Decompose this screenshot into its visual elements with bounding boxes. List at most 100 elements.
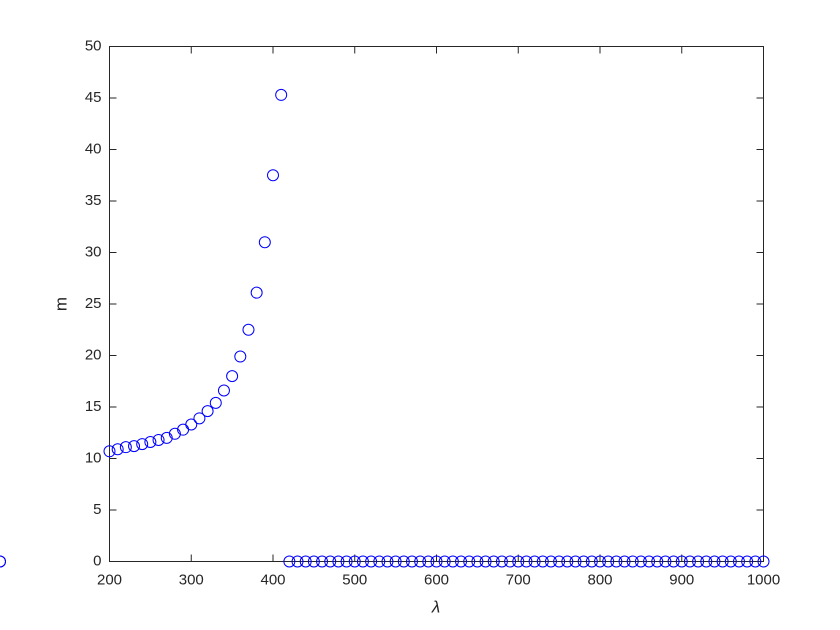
point (422, 555, 435, 568)
point (732, 555, 745, 568)
x-tick-label: 900 (669, 571, 694, 588)
point (667, 555, 680, 568)
point (152, 433, 165, 446)
point (201, 405, 214, 418)
point (348, 555, 361, 568)
point (430, 555, 443, 568)
point (553, 555, 566, 568)
point (757, 555, 770, 568)
point (128, 440, 141, 453)
point (389, 555, 402, 568)
point (610, 555, 623, 568)
y-tick-label: 0 (93, 552, 101, 569)
point (536, 555, 549, 568)
point (283, 555, 296, 568)
point (356, 555, 369, 568)
y-tick-label: 25 (85, 295, 102, 312)
point (136, 438, 149, 451)
point (479, 555, 492, 568)
y-tick-label: 10 (85, 449, 102, 466)
point (405, 555, 418, 568)
point (209, 396, 222, 409)
point (193, 412, 206, 425)
point (365, 555, 378, 568)
point (692, 555, 705, 568)
point (103, 445, 116, 458)
y-tick-label: 45 (85, 89, 102, 106)
y-tick-label: 50 (85, 37, 102, 54)
point (463, 555, 476, 568)
point (438, 555, 451, 568)
point (307, 555, 320, 568)
point (749, 555, 762, 568)
x-tick-label: 700 (506, 571, 531, 588)
point (168, 427, 181, 440)
point (716, 555, 729, 568)
point (446, 555, 459, 568)
x-tick-label: 1000 (747, 571, 780, 588)
point (226, 370, 239, 383)
y-tick-label: 30 (85, 243, 102, 260)
point (577, 555, 590, 568)
point (512, 555, 525, 568)
point (217, 384, 230, 397)
point (299, 555, 312, 568)
point (373, 555, 386, 568)
point (111, 443, 124, 456)
point (258, 236, 271, 249)
point (594, 555, 606, 568)
x-tick-label: 600 (424, 571, 449, 588)
point (455, 555, 468, 568)
x-tick-label: 200 (97, 571, 122, 588)
point (504, 555, 517, 568)
point (250, 286, 263, 299)
point (643, 555, 656, 568)
point (0, 555, 6, 568)
point (234, 350, 247, 363)
y-tick-label: 15 (85, 398, 102, 415)
point (340, 555, 353, 568)
point (185, 418, 198, 431)
x-axis-label: λ (431, 597, 440, 616)
point (332, 555, 345, 568)
point (144, 436, 157, 449)
y-tick-label: 5 (93, 501, 101, 518)
point (520, 555, 533, 568)
point (275, 88, 288, 101)
y-tick-label: 20 (85, 346, 102, 363)
point (561, 555, 574, 568)
point (683, 555, 696, 568)
point (528, 555, 541, 568)
point (651, 555, 664, 568)
point (585, 555, 598, 568)
point (700, 555, 713, 568)
point (397, 555, 410, 568)
point (316, 555, 329, 568)
point (119, 441, 132, 454)
y-axis-label: m (51, 297, 70, 311)
point (487, 555, 500, 568)
point (324, 555, 337, 568)
y-tick-label: 35 (85, 192, 102, 209)
x-tick-label: 800 (587, 571, 612, 588)
point (626, 555, 639, 568)
point (675, 555, 688, 568)
point (659, 555, 672, 568)
point (160, 431, 173, 444)
point (495, 555, 508, 568)
point (242, 323, 255, 336)
point (724, 555, 737, 568)
point (708, 555, 721, 568)
point (471, 555, 484, 568)
point (634, 555, 647, 568)
point (602, 555, 615, 568)
point (569, 555, 582, 568)
point (618, 555, 631, 568)
point (414, 555, 427, 568)
y-tick-label: 40 (85, 140, 102, 157)
point (267, 169, 279, 182)
x-tick-label: 300 (179, 571, 204, 588)
point (381, 555, 394, 568)
